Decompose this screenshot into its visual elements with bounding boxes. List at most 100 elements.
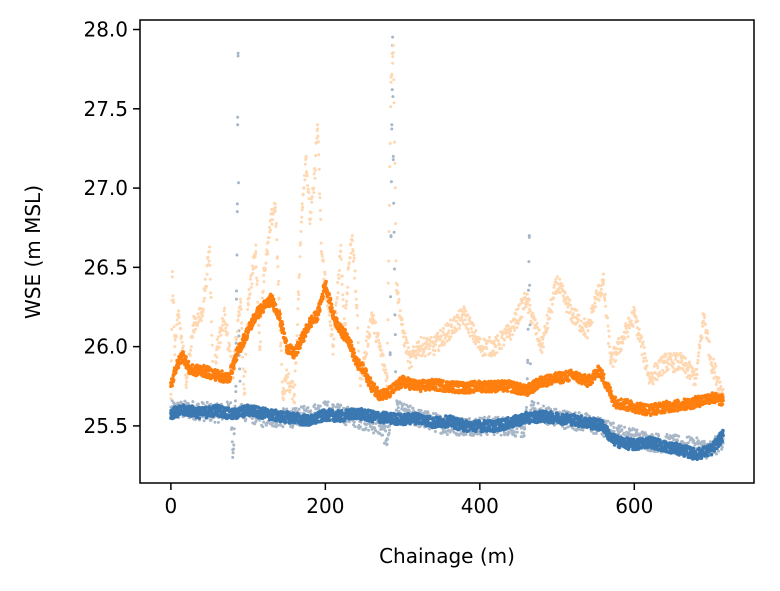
data-point bbox=[619, 424, 623, 428]
data-point bbox=[581, 428, 585, 432]
data-point bbox=[714, 383, 718, 387]
data-point bbox=[370, 427, 374, 431]
data-point bbox=[545, 313, 549, 317]
data-point bbox=[583, 317, 586, 321]
data-point bbox=[635, 428, 639, 432]
data-point bbox=[352, 256, 356, 260]
data-point bbox=[394, 259, 398, 263]
data-point bbox=[445, 433, 449, 436]
data-point bbox=[674, 355, 678, 359]
data-point bbox=[457, 316, 461, 320]
data-point bbox=[700, 336, 704, 339]
data-point bbox=[250, 264, 254, 268]
data-point bbox=[306, 406, 310, 410]
data-point bbox=[353, 269, 357, 273]
data-point bbox=[365, 352, 369, 356]
data-point bbox=[426, 411, 430, 415]
data-point bbox=[579, 414, 583, 419]
data-point bbox=[296, 323, 300, 327]
data-point bbox=[432, 412, 435, 415]
data-point bbox=[516, 322, 520, 326]
data-point bbox=[250, 282, 254, 286]
data-point bbox=[188, 353, 192, 357]
data-point bbox=[586, 336, 590, 340]
data-point bbox=[694, 376, 698, 380]
data-point bbox=[705, 329, 709, 333]
data-point bbox=[543, 324, 547, 328]
data-point bbox=[391, 154, 395, 158]
data-point bbox=[192, 330, 196, 334]
data-point bbox=[636, 337, 640, 341]
data-point bbox=[233, 404, 237, 408]
data-point bbox=[397, 300, 401, 304]
data-point bbox=[229, 354, 233, 358]
data-point bbox=[318, 196, 322, 200]
data-point bbox=[251, 271, 255, 275]
data-point bbox=[463, 318, 467, 322]
data-point bbox=[530, 321, 534, 325]
data-point bbox=[229, 401, 233, 405]
data-point bbox=[339, 243, 343, 247]
data-point bbox=[364, 339, 368, 343]
data-point bbox=[483, 415, 486, 419]
data-point bbox=[327, 418, 332, 423]
data-point bbox=[623, 425, 627, 429]
data-point bbox=[499, 433, 503, 437]
data-point bbox=[301, 205, 305, 209]
data-point bbox=[408, 361, 412, 364]
data-point bbox=[642, 359, 646, 363]
data-point bbox=[208, 277, 212, 281]
data-point bbox=[583, 332, 587, 335]
data-point bbox=[201, 307, 205, 311]
data-point bbox=[305, 171, 309, 175]
data-point bbox=[526, 358, 530, 362]
data-point bbox=[277, 423, 281, 427]
data-point bbox=[238, 297, 242, 301]
data-point bbox=[228, 349, 232, 353]
data-point bbox=[319, 217, 323, 221]
data-point bbox=[277, 279, 281, 283]
data-point bbox=[237, 334, 241, 338]
data-point bbox=[496, 339, 500, 343]
data-point bbox=[339, 250, 343, 253]
data-point bbox=[199, 319, 203, 323]
data-point bbox=[379, 427, 383, 431]
data-point bbox=[548, 316, 552, 320]
data-point bbox=[236, 54, 240, 58]
data-point bbox=[627, 326, 631, 330]
data-point bbox=[524, 297, 528, 301]
data-point bbox=[374, 339, 378, 343]
data-point bbox=[524, 305, 528, 308]
data-point bbox=[261, 425, 265, 429]
data-point bbox=[310, 195, 314, 199]
data-point bbox=[299, 220, 303, 224]
data-point bbox=[384, 368, 388, 372]
data-point bbox=[294, 361, 298, 364]
data-point bbox=[276, 265, 280, 269]
data-point bbox=[401, 322, 405, 326]
data-point bbox=[330, 328, 334, 331]
data-point bbox=[541, 337, 545, 341]
data-point bbox=[666, 368, 670, 371]
data-point bbox=[634, 315, 638, 319]
data-point bbox=[169, 392, 173, 396]
data-point bbox=[307, 191, 311, 195]
data-point bbox=[298, 273, 301, 277]
data-point bbox=[381, 353, 385, 357]
data-point bbox=[606, 316, 610, 320]
data-point bbox=[174, 335, 178, 339]
data-point bbox=[558, 291, 562, 295]
data-point bbox=[714, 364, 718, 368]
data-point bbox=[235, 210, 239, 214]
data-point bbox=[388, 428, 391, 432]
data-point bbox=[296, 290, 300, 294]
data-point bbox=[528, 323, 532, 327]
data-point bbox=[504, 332, 508, 335]
data-point bbox=[717, 376, 721, 380]
data-point bbox=[285, 407, 289, 411]
data-point bbox=[317, 153, 321, 157]
data-point bbox=[171, 298, 175, 302]
data-point bbox=[291, 380, 295, 384]
data-point bbox=[235, 202, 239, 206]
data-point bbox=[684, 363, 688, 367]
